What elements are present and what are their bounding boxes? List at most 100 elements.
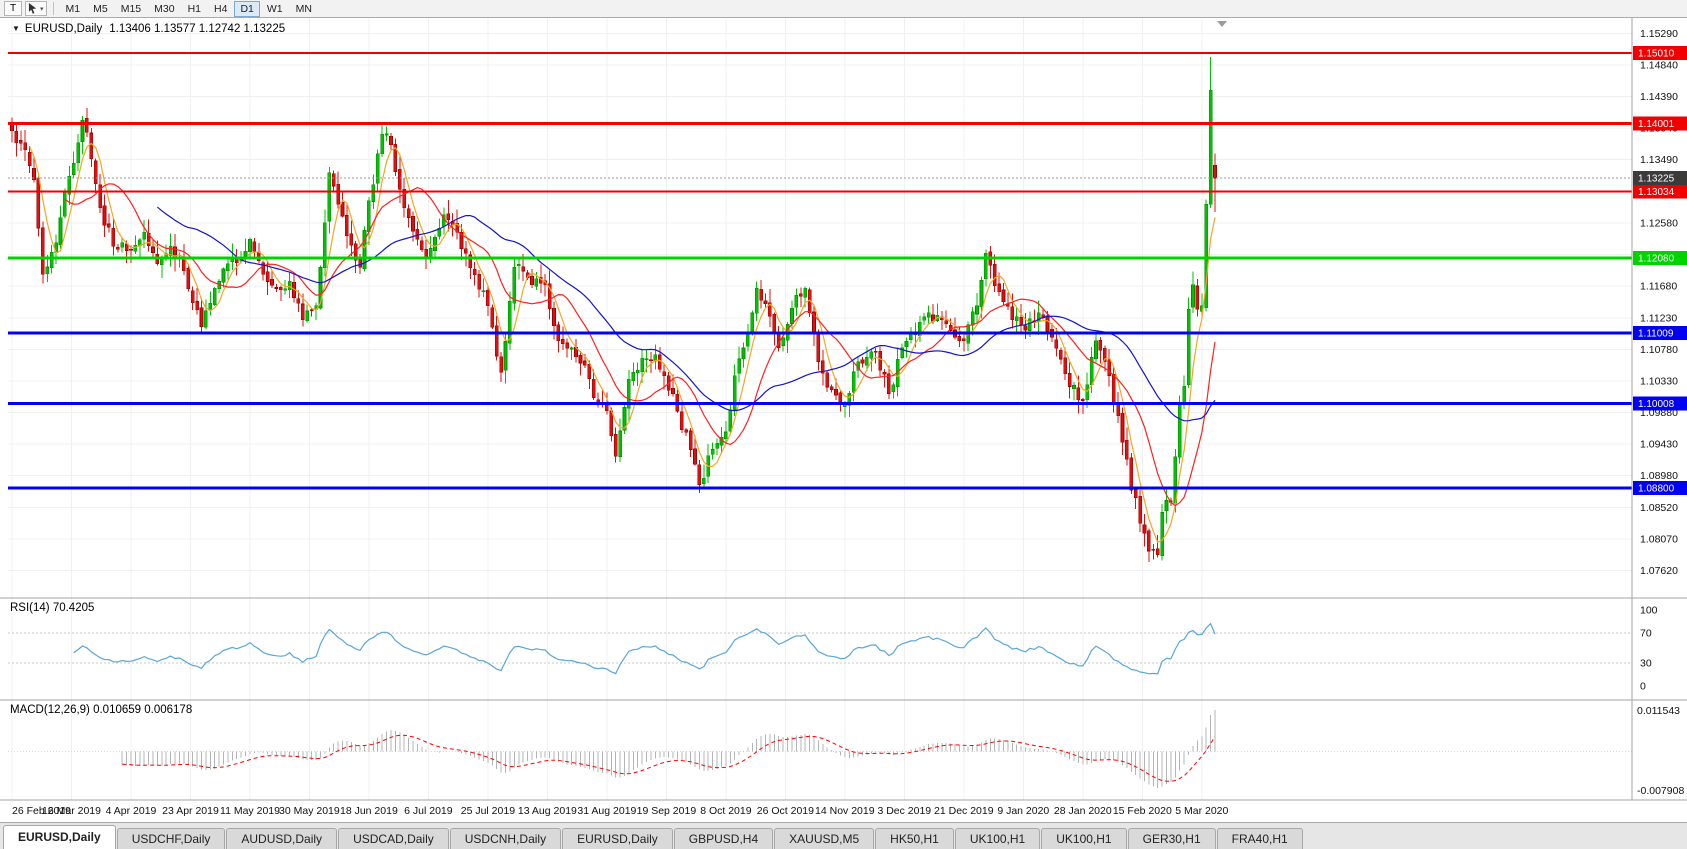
svg-text:1.12080: 1.12080 [1638, 254, 1675, 265]
svg-text:1.12580: 1.12580 [1640, 218, 1678, 230]
price-tag-1.14001: 1.14001 [1633, 116, 1687, 131]
rsi-line [73, 622, 1216, 675]
price-tags: 1.15010 1.14001 1.13034 1.12080 1.11009 1.100… [1633, 45, 1687, 495]
svg-text:25 Jul 2019: 25 Jul 2019 [461, 805, 515, 817]
toolbar: T ▾ M1 M5 M15 M30 H1 H4 D1 W1 MN [0, 0, 1687, 18]
rsi-pane [8, 622, 1632, 675]
svg-text:15 Feb 2020: 15 Feb 2020 [1113, 805, 1172, 817]
timeframe-button-h4[interactable]: H4 [208, 1, 233, 17]
svg-text:19 Sep 2019: 19 Sep 2019 [637, 805, 697, 817]
chart-canvas[interactable]: 1.152901.148401.143901.139401.134901.130… [0, 18, 1687, 822]
macd-signal-line [122, 734, 1216, 782]
chart-tab-0-eurusd-daily[interactable]: EURUSD,Daily [3, 825, 116, 849]
candles[interactable] [10, 57, 1217, 563]
svg-text:9 Jan 2020: 9 Jan 2020 [997, 805, 1049, 817]
svg-text:1.10330: 1.10330 [1640, 375, 1678, 387]
timeframe-button-h1[interactable]: H1 [182, 1, 207, 17]
price-tag-1.12080: 1.12080 [1633, 251, 1687, 266]
svg-text:1.09430: 1.09430 [1640, 438, 1678, 450]
timeframe-button-m30[interactable]: M30 [148, 1, 180, 17]
pane-separators[interactable] [0, 597, 1687, 801]
svg-text:1.11009: 1.11009 [1638, 329, 1674, 340]
svg-text:30 May 2019: 30 May 2019 [279, 805, 340, 817]
timeframe-button-d1[interactable]: D1 [234, 0, 260, 17]
price-tag-1.15010: 1.15010 [1633, 45, 1687, 60]
price-axis-labels: 1.152901.148401.143901.139401.134901.130… [1637, 28, 1684, 797]
chart-tab-6-gbpusd-h4[interactable]: GBPUSD,H4 [673, 828, 774, 849]
svg-text:28 Jan 2020: 28 Jan 2020 [1054, 805, 1112, 817]
timeframe-button-w1[interactable]: W1 [261, 1, 289, 17]
svg-text:1.10780: 1.10780 [1640, 344, 1678, 356]
svg-text:18 Jun 2019: 18 Jun 2019 [340, 805, 398, 817]
timeframe-button-m15[interactable]: M15 [115, 1, 147, 17]
svg-text:1.08070: 1.08070 [1640, 534, 1678, 546]
price-tag-1.11009: 1.11009 [1633, 326, 1687, 341]
ma-slow-line [157, 206, 1216, 422]
svg-text:30: 30 [1640, 658, 1652, 670]
svg-text:70: 70 [1640, 627, 1652, 639]
svg-text:14 Nov 2019: 14 Nov 2019 [815, 805, 875, 817]
chart-tab-8-hk50-h1[interactable]: HK50,H1 [875, 828, 954, 849]
chart-tab-1-usdchf-daily[interactable]: USDCHF,Daily [116, 828, 226, 849]
svg-text:100: 100 [1640, 605, 1658, 617]
svg-text:31 Aug 2019: 31 Aug 2019 [577, 805, 636, 817]
chart-tab-7-xauusd-m5[interactable]: XAUUSD,M5 [774, 828, 875, 849]
svg-text:0: 0 [1640, 681, 1646, 693]
svg-text:8 Oct 2019: 8 Oct 2019 [700, 805, 752, 817]
svg-text:1.14001: 1.14001 [1638, 119, 1675, 130]
svg-text:1.14390: 1.14390 [1640, 91, 1678, 103]
grid [8, 18, 1632, 800]
svg-text:5 Mar 2020: 5 Mar 2020 [1175, 805, 1228, 817]
svg-text:1.11230: 1.11230 [1640, 312, 1677, 324]
chart-ohlc-values: 1.13406 1.13577 1.12742 1.13225 [109, 23, 286, 35]
timeframe-button-m1[interactable]: M1 [60, 1, 87, 17]
crosshair-tool-button[interactable]: ▾ [25, 1, 47, 16]
macd-pane [8, 710, 1632, 788]
rsi-indicator-label: RSI(14) 70.4205 [10, 602, 95, 614]
ma-fast-line [29, 142, 1216, 544]
svg-text:3 Dec 2019: 3 Dec 2019 [877, 805, 931, 817]
horizontal-levels[interactable] [8, 51, 1632, 490]
price-tag-1.13034: 1.13034 [1633, 184, 1687, 199]
chart-window-icon[interactable]: ▼ [12, 24, 20, 33]
macd-histogram [121, 710, 1216, 788]
svg-text:16 Mar 2019: 16 Mar 2019 [42, 805, 101, 817]
svg-text:1.07620: 1.07620 [1640, 565, 1678, 577]
svg-text:4 Apr 2019: 4 Apr 2019 [106, 805, 157, 817]
chart-tab-11-ger30-h1[interactable]: GER30,H1 [1127, 828, 1216, 849]
svg-text:1.08800: 1.08800 [1638, 484, 1675, 495]
price-tag-1.08800: 1.08800 [1633, 481, 1687, 495]
chart-tab-10-uk100-h1[interactable]: UK100,H1 [1041, 828, 1127, 849]
svg-text:1.14840: 1.14840 [1640, 59, 1678, 71]
svg-text:1.15290: 1.15290 [1640, 28, 1678, 40]
svg-text:1.13225: 1.13225 [1638, 174, 1675, 185]
price-tag-1.10008: 1.10008 [1633, 396, 1687, 411]
chart-tab-4-usdcnh-daily[interactable]: USDCNH,Daily [449, 828, 562, 849]
chart-tab-2-audusd-daily[interactable]: AUDUSD,Daily [226, 828, 338, 849]
timeframe-button-m5[interactable]: M5 [87, 1, 114, 17]
chart-tab-5-eurusd-daily[interactable]: EURUSD,Daily [562, 828, 673, 849]
svg-text:26 Oct 2019: 26 Oct 2019 [757, 805, 814, 817]
svg-text:1.13034: 1.13034 [1638, 187, 1675, 198]
svg-text:1.15010: 1.15010 [1638, 48, 1675, 59]
svg-text:23 Apr 2019: 23 Apr 2019 [162, 805, 219, 817]
chart-area[interactable]: 1.152901.148401.143901.139401.134901.130… [0, 18, 1687, 822]
svg-text:13 Aug 2019: 13 Aug 2019 [518, 805, 577, 817]
chart-tab-3-usdcad-daily[interactable]: USDCAD,Daily [338, 828, 449, 849]
timeframe-button-mn[interactable]: MN [290, 1, 318, 17]
svg-text:11 May 2019: 11 May 2019 [220, 805, 280, 817]
chart-tab-12-fra40-h1[interactable]: FRA40,H1 [1216, 828, 1303, 849]
timeframe-buttons: M1 M5 M15 M30 H1 H4 D1 W1 MN [60, 0, 318, 17]
svg-text:21 Dec 2019: 21 Dec 2019 [934, 805, 994, 817]
svg-text:26 Feb 2019: 26 Feb 2019 [12, 805, 71, 817]
chart-tab-9-uk100-h1[interactable]: UK100,H1 [954, 828, 1041, 849]
text-tool-button[interactable]: T [4, 1, 22, 16]
cursor-icon [28, 3, 37, 14]
chart-shift-marker[interactable] [1217, 21, 1227, 27]
svg-text:1.08520: 1.08520 [1640, 502, 1678, 514]
toolbar-separator [52, 2, 54, 15]
macd-indicator-label: MACD(12,26,9) 0.010659 0.006178 [10, 704, 193, 716]
svg-text:-0.007908: -0.007908 [1637, 785, 1684, 797]
svg-text:1.08980: 1.08980 [1640, 470, 1678, 482]
